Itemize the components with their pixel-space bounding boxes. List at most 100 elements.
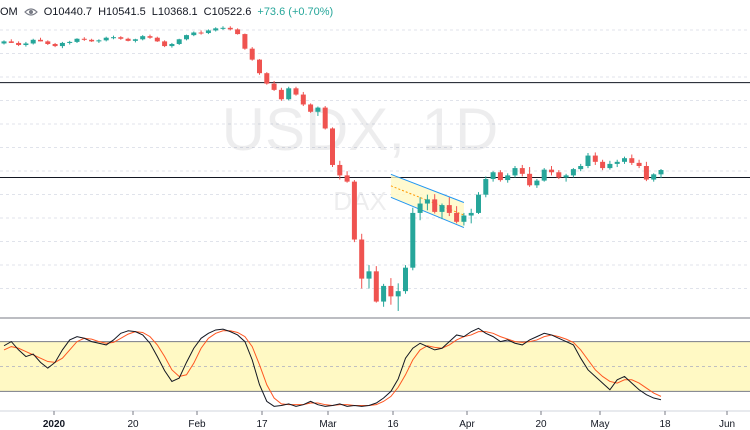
stochastic-pane [0,327,750,407]
candle-body [264,73,270,84]
candle-body [205,30,211,34]
candle-body [257,59,262,74]
time-axis-label: Jun [719,419,735,430]
candle-body [147,36,153,38]
candle-body [213,28,219,31]
time-axis-label: Mar [319,419,337,430]
candle-body [366,271,372,279]
candle-body [162,41,168,47]
horizontal-levels [0,82,750,178]
candle-body [322,107,328,129]
candle-body [59,42,65,47]
candle-body [512,168,518,176]
candle-body [468,212,474,216]
time-axis-label: 2020 [43,419,66,430]
candle-body [432,199,438,212]
candle-body [556,172,562,178]
candle-body [52,43,58,47]
stoch-k-line [3,327,662,407]
candle-body [235,29,241,35]
candle-body [169,43,175,47]
candle-body [643,166,649,180]
candle-body [359,239,365,279]
candle-body [344,175,350,182]
candle-body [23,43,29,46]
candle-body [636,162,642,166]
candle-body [125,38,131,41]
candle-body [38,39,43,42]
ohlc-legend: OM O10440.7 H10541.5 L10368.1 C10522.6 +… [0,3,333,21]
watermark-exchange: DAX [333,186,386,216]
candle-body [67,41,73,43]
candle-body [461,215,467,222]
candle-body [89,39,95,42]
candle-body [81,38,87,40]
watermark-symbol: USDX, 1D [222,96,499,163]
candle-body [454,212,460,222]
ticker-fragment: OM [0,6,18,18]
time-axis-label: 16 [387,419,399,430]
candle-body [417,203,423,213]
candle-body [315,107,321,112]
candle-body [534,180,540,186]
candle-body [184,35,189,40]
time-axis-label: 20 [535,419,547,430]
time-axis-label: May [591,419,610,430]
candle-body [585,155,591,166]
candle-body [497,172,503,181]
candle-body [622,158,627,162]
candle-body [439,205,445,212]
candle-body [227,27,233,30]
candle-body [286,88,292,100]
candle-body [111,37,116,39]
time-axis-label: Apr [459,419,475,430]
candles [1,26,664,311]
candle-body [424,199,430,204]
candle-body [1,41,7,44]
candle-body [629,158,635,163]
candle-body [614,161,620,164]
candle-body [592,155,598,162]
open-value: O10440.7 [43,6,93,18]
candle-body [191,32,197,36]
candle-body [490,172,496,180]
candle-body [154,37,160,42]
candle-body [446,205,452,213]
candle-body [578,166,584,170]
candle-body [410,212,416,268]
candle-body [373,271,379,302]
candle-body [607,163,613,169]
candle-body [176,39,182,44]
candle-body [271,83,277,90]
candle-body [242,34,248,49]
candle-body [563,175,569,178]
low-value: L10368.1 [151,6,198,18]
candle-body [337,164,343,176]
change-value: +73.6 (+0.70%) [257,6,334,18]
channel-upper-line [390,173,465,203]
candle-body [505,175,511,181]
candle-body [476,194,481,213]
candle-body [388,285,394,297]
candle-body [103,37,109,41]
candle-body [527,173,533,186]
candle-body [651,174,657,180]
candle-body [132,39,138,41]
watermark: USDX, 1D DAX [222,96,499,216]
candle-body [118,37,124,39]
candle-body [381,285,387,302]
candle-body [549,169,554,173]
candle-body [600,161,606,169]
candle-body [300,94,306,105]
candle-body [278,89,284,100]
eye-icon[interactable] [23,5,38,19]
candle-body [74,38,80,42]
candle-body [96,40,102,42]
time-axis-label: 17 [256,419,268,430]
candle-body [351,181,357,240]
candle-body [140,36,146,40]
high-value: H10541.5 [98,6,146,18]
candle-body [395,291,401,297]
candle-body [198,32,204,34]
